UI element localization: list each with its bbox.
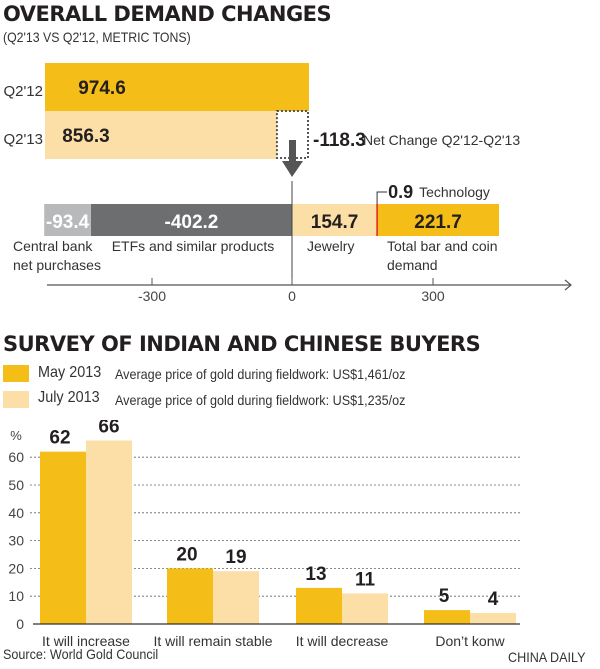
component-value: -402.2 bbox=[165, 212, 219, 233]
component-label: Total bar and coin bbox=[387, 238, 498, 254]
survey-chart: 0 10 20 30 40 50 60% 62 66 It will increase 20 19 It… bbox=[8, 420, 520, 649]
component-label: ETFs and similar products bbox=[112, 238, 275, 254]
total-value: 856.3 bbox=[62, 126, 110, 147]
bar-value-label: 19 bbox=[225, 547, 246, 568]
y-tick-label: 40 bbox=[8, 505, 24, 521]
bar-value-label: 4 bbox=[488, 589, 499, 610]
component-label: Jewelry bbox=[307, 238, 354, 254]
bar-value-label: 11 bbox=[355, 569, 376, 590]
component-label: net purchases bbox=[13, 257, 101, 273]
jewelry-bar bbox=[292, 204, 378, 236]
total-label: Q2'12 bbox=[3, 83, 43, 100]
legend-label-july: July 2013 bbox=[38, 389, 100, 406]
y-tick-label: 10 bbox=[8, 588, 24, 604]
bar-july bbox=[470, 612, 516, 624]
down-arrow-icon bbox=[282, 161, 303, 177]
category-label: Don’t konw bbox=[435, 633, 505, 649]
bar-value-label: 62 bbox=[49, 428, 70, 449]
total-value: 974.6 bbox=[78, 78, 126, 99]
bar-value-label: 13 bbox=[305, 564, 326, 585]
x-tick-label: 0 bbox=[288, 288, 296, 304]
bar-value-label: 66 bbox=[98, 420, 119, 438]
category-label: It will increase bbox=[42, 633, 130, 649]
total-bar bbox=[45, 111, 277, 159]
central-bank-bar bbox=[44, 204, 91, 236]
chart1-title: OVERALL DEMAND CHANGES bbox=[3, 2, 332, 26]
legend-note-may: Average price of gold during fieldwork: … bbox=[115, 366, 406, 382]
total-label: Q2'13 bbox=[3, 131, 43, 148]
chart1-subtitle: (Q2'13 VS Q2'12, METRIC TONS) bbox=[3, 29, 191, 45]
chart2-title: SURVEY OF INDIAN AND CHINESE BUYERS bbox=[3, 332, 481, 356]
bar-may bbox=[296, 587, 342, 624]
etf-bar bbox=[90, 204, 293, 236]
bar-value-label: 20 bbox=[176, 544, 197, 565]
bar-value-label: 5 bbox=[439, 586, 450, 607]
bar-july bbox=[342, 593, 388, 624]
legend-swatch-july bbox=[3, 391, 29, 408]
net-change-value: -118.3 bbox=[313, 130, 366, 151]
y-axis-label: % bbox=[10, 428, 22, 443]
bar-may bbox=[167, 568, 213, 624]
bar-july bbox=[213, 571, 259, 624]
bar-july bbox=[86, 440, 132, 624]
down-arrow-icon bbox=[289, 140, 296, 162]
component-label: demand bbox=[387, 257, 438, 273]
bar-may bbox=[40, 451, 86, 624]
category-label: It will decrease bbox=[296, 633, 389, 649]
component-label: Central bank bbox=[13, 238, 93, 254]
y-tick-label: 60 bbox=[8, 449, 24, 465]
bar-may bbox=[424, 610, 470, 624]
component-value: -93.4 bbox=[46, 212, 90, 233]
technology-value: 0.9 bbox=[388, 182, 413, 202]
component-value: 221.7 bbox=[414, 212, 462, 233]
bar-coin-bar bbox=[377, 204, 500, 236]
y-tick-label: 0 bbox=[16, 616, 24, 632]
y-tick-label: 30 bbox=[8, 533, 24, 549]
category-label: It will remain stable bbox=[153, 633, 272, 649]
y-tick-label: 20 bbox=[8, 560, 24, 576]
component-value: 154.7 bbox=[311, 212, 359, 233]
y-tick-label: 50 bbox=[8, 477, 24, 493]
legend-swatch-may bbox=[3, 365, 29, 382]
credit: CHINA DAILY bbox=[508, 649, 586, 665]
technology-label: Technology bbox=[419, 184, 490, 200]
total-bar bbox=[45, 63, 309, 111]
x-tick-label: -300 bbox=[138, 288, 166, 304]
legend-note-july: Average price of gold during fieldwork: … bbox=[115, 392, 406, 408]
source-note: Source: World Gold Council bbox=[3, 646, 159, 662]
axis-arrow-icon bbox=[564, 279, 572, 291]
legend-label-may: May 2013 bbox=[38, 364, 102, 381]
net-change-label: Net Change Q2'12-Q2'13 bbox=[363, 132, 520, 148]
x-tick-label: 300 bbox=[421, 288, 445, 304]
technology-leader bbox=[376, 191, 388, 204]
